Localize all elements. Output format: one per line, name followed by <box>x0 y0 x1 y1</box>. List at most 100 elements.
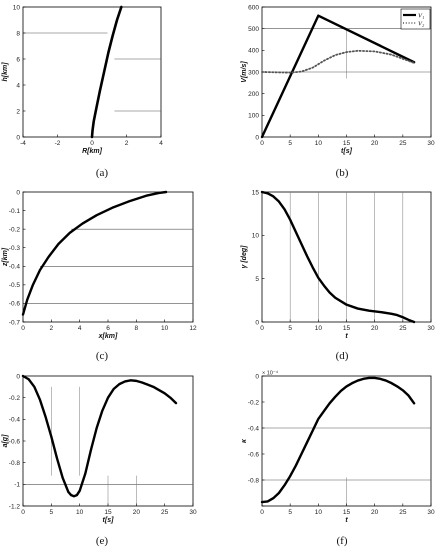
y-tick-label: 6 <box>16 56 20 63</box>
legend-entry: V₁ <box>418 12 424 19</box>
y-tick-label: 5 <box>255 276 259 283</box>
panel-caption: (b) <box>336 167 349 179</box>
y-tick-label: -0.3 <box>9 245 21 252</box>
y-tick-label: -0.5 <box>9 282 21 289</box>
x-tick-label: 4 <box>78 325 82 332</box>
chart-panel-f: 0 5 10 15 20 25 30 -0.8 -0.6 -0.4 -0.2 0 t κ × 10⁻⁴ (f) <box>241 370 435 548</box>
x-tick-label: 0 <box>21 325 25 332</box>
chart-panel-e: 0 5 10 15 20 25 30 -1.2 -1 -0.8 -0.6 -0.4 -0.2 0 t[s] a… <box>2 373 197 547</box>
y-tick-label: 15 <box>252 189 260 196</box>
y-tick-label: 10 <box>13 4 21 11</box>
x-tick-label: 30 <box>189 509 197 516</box>
y-tick-label: -0.2 <box>9 226 21 233</box>
x-tick-label: 5 <box>288 509 292 516</box>
data-series-1 <box>260 14 416 139</box>
y-tick-label: 600 <box>248 4 259 11</box>
y-tick-label: -1.2 <box>9 503 21 510</box>
x-tick-label: 20 <box>371 325 379 332</box>
y-tick-label: -1 <box>14 482 20 489</box>
x-tick-label: 30 <box>427 140 435 147</box>
chart-panel-b: 0 5 10 15 20 25 300100200300400500600t[s]V[m/s… <box>241 4 435 179</box>
y-tick-label: 0 <box>255 319 259 326</box>
x-tick-label: 6 <box>106 325 110 332</box>
data-series-1 <box>21 190 168 316</box>
y-tick-label: -0.6 <box>248 451 260 458</box>
x-axis-label: t[s] <box>341 148 353 155</box>
x-tick-label: 30 <box>427 325 435 332</box>
data-series-2 <box>261 49 416 74</box>
x-axis-label: R[km] <box>82 148 103 155</box>
y-tick-label: 10 <box>252 233 260 240</box>
data-series-1 <box>260 376 416 504</box>
x-tick-label: 15 <box>343 325 351 332</box>
y-axis-label: V[m/s] <box>241 61 248 83</box>
x-tick-label: 15 <box>343 509 351 516</box>
x-tick-label: 10 <box>315 325 323 332</box>
x-tick-label: -2 <box>55 140 61 147</box>
y-tick-label: 2 <box>16 108 20 115</box>
x-tick-label: 4 <box>159 140 163 147</box>
x-tick-label: 5 <box>50 509 54 516</box>
data-series-1 <box>90 5 123 139</box>
x-tick-label: 0 <box>260 509 264 516</box>
x-tick-label: 10 <box>315 140 323 147</box>
y-tick-label: -0.1 <box>9 208 21 215</box>
x-tick-label: 10 <box>315 509 323 516</box>
x-tick-label: 2 <box>50 325 54 332</box>
x-tick-label: 25 <box>161 509 169 516</box>
legend-box <box>400 8 431 30</box>
y-tick-label: -0.4 <box>9 417 21 424</box>
x-tick-label: 5 <box>288 325 292 332</box>
y-axis-label: h[km] <box>2 62 9 82</box>
y-tick-label: 0 <box>255 373 259 380</box>
y-axis-label: γ [deg] <box>241 245 248 269</box>
legend-entry: V₂ <box>418 20 425 27</box>
y-tick-label: 500 <box>248 26 259 33</box>
x-tick-label: 15 <box>104 509 112 516</box>
data-series-1 <box>21 374 178 498</box>
x-tick-label: 30 <box>427 509 435 516</box>
y-tick-label: 0 <box>255 134 259 141</box>
x-tick-label: 0 <box>21 509 25 516</box>
y-tick-label: -0.8 <box>9 460 21 467</box>
x-axis-label: x[km] <box>98 333 118 340</box>
y-tick-label: 0 <box>16 189 20 196</box>
x-tick-label: 10 <box>76 509 84 516</box>
y-tick-label: 0 <box>16 373 20 380</box>
x-axis-label: t <box>345 517 348 524</box>
y-tick-label: -0.8 <box>248 477 260 484</box>
x-axis-label: t[s] <box>103 517 115 524</box>
x-tick-label: 5 <box>288 140 292 147</box>
y-tick-label: -0.7 <box>9 319 21 326</box>
y-tick-label: 4 <box>16 82 20 89</box>
x-tick-label: 12 <box>189 325 197 332</box>
y-tick-label: -0.6 <box>9 438 21 445</box>
y-tick-label: -0.2 <box>248 399 260 406</box>
plot-frame <box>22 6 162 138</box>
y-tick-label: 200 <box>248 91 259 98</box>
x-tick-label: -4 <box>20 140 26 147</box>
data-series-1 <box>260 190 416 324</box>
x-tick-label: 2 <box>125 140 129 147</box>
panel-caption: (d) <box>336 350 349 362</box>
x-tick-label: 0 <box>260 140 264 147</box>
y-tick-label: 400 <box>248 48 259 55</box>
y-axis-label: z[km] <box>2 247 9 267</box>
y-tick-label: -0.2 <box>9 395 21 402</box>
panel-caption: (e) <box>96 535 109 547</box>
x-axis-label: t <box>345 333 348 340</box>
axis-multiplier: × 10⁻⁴ <box>262 370 279 377</box>
y-tick-label: -0.4 <box>248 425 260 432</box>
y-axis-label: a[g] <box>2 434 9 448</box>
panel-caption: (c) <box>96 350 109 362</box>
x-tick-label: 20 <box>371 140 379 147</box>
x-tick-label: 15 <box>343 140 351 147</box>
x-tick-label: 0 <box>260 325 264 332</box>
x-tick-label: 25 <box>399 140 407 147</box>
x-tick-label: 20 <box>133 509 141 516</box>
plot-frame <box>22 191 194 323</box>
x-tick-label: 20 <box>371 509 379 516</box>
x-tick-label: 10 <box>161 325 169 332</box>
